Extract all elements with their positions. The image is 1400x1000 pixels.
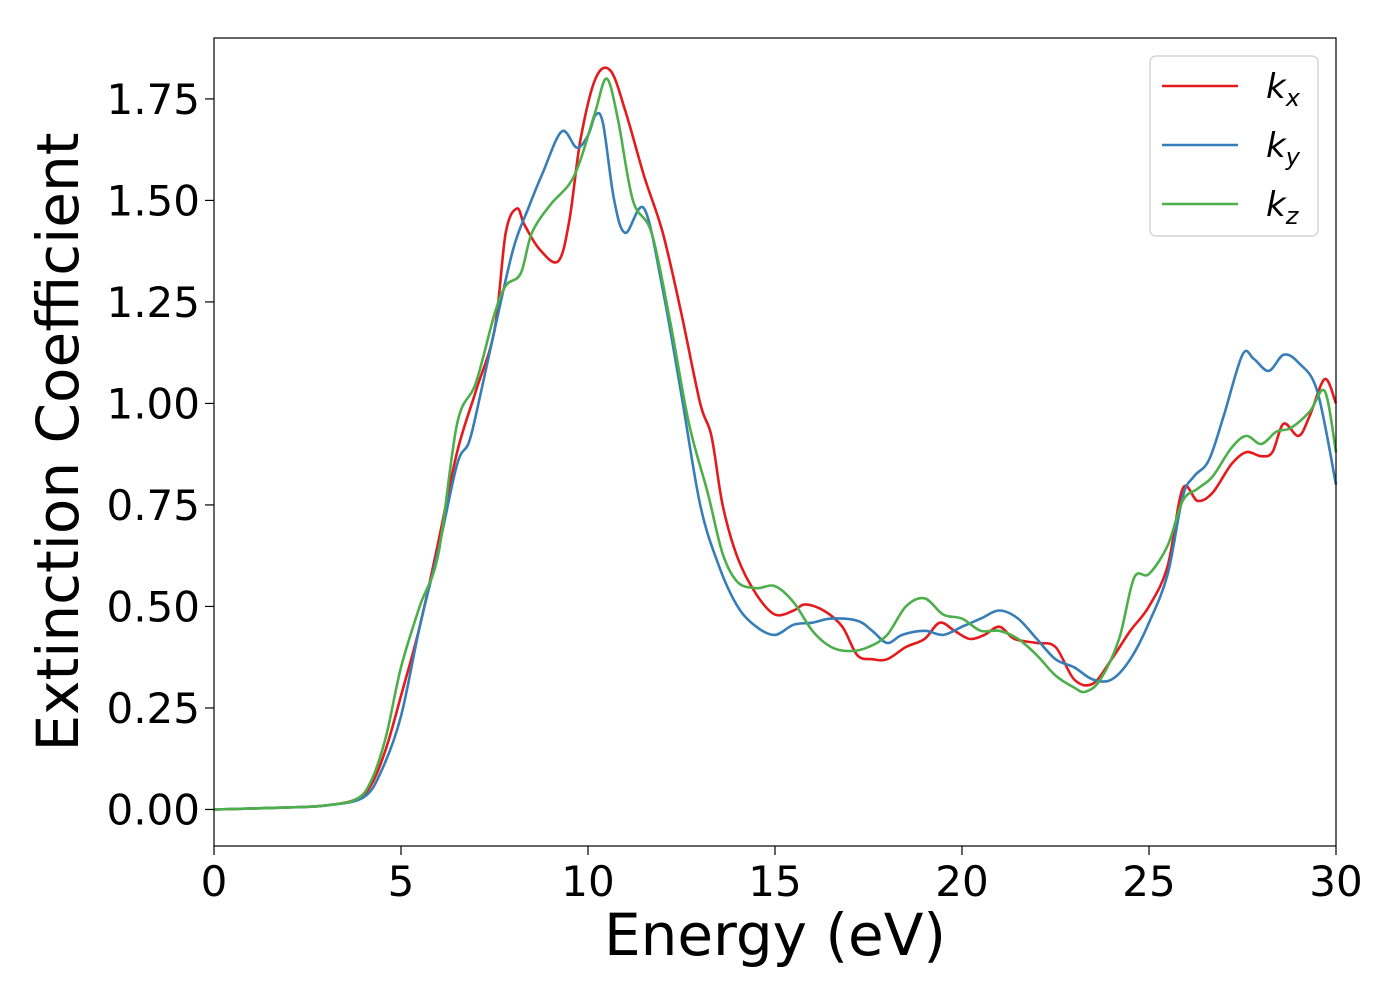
x-tick-label: 10 [561,857,614,906]
x-tick-label: 20 [935,857,988,906]
y-tick-label: 0.00 [106,785,200,834]
x-tick-label: 25 [1122,857,1175,906]
y-axis-label: Extinction Coefficient [24,133,92,752]
x-axis-ticks: 0 5 10 15 20 25 30 [201,846,1363,906]
y-tick-label: 1.50 [106,176,200,225]
series-layer [213,66,1338,811]
y-tick-label: 1.75 [106,75,200,124]
x-tick-label: 0 [201,857,228,906]
y-tick-label: 0.25 [106,684,200,733]
y-axis-ticks: 0.00 0.25 0.50 0.75 1.00 1.25 1.50 1.75 [106,75,214,834]
series-line-k-x [213,66,1338,811]
x-tick-label: 15 [748,857,801,906]
y-tick-label: 1.25 [106,278,200,327]
y-tick-label: 1.00 [106,379,200,428]
y-tick-label: 0.75 [106,481,200,530]
x-axis-label: Energy (eV) [604,901,946,969]
legend-label-k-y: ky [1266,126,1301,171]
x-tick-label: 5 [388,857,415,906]
x-tick-label: 30 [1309,857,1362,906]
y-tick-label: 0.50 [106,582,200,631]
series-line-k-z [213,77,1338,811]
